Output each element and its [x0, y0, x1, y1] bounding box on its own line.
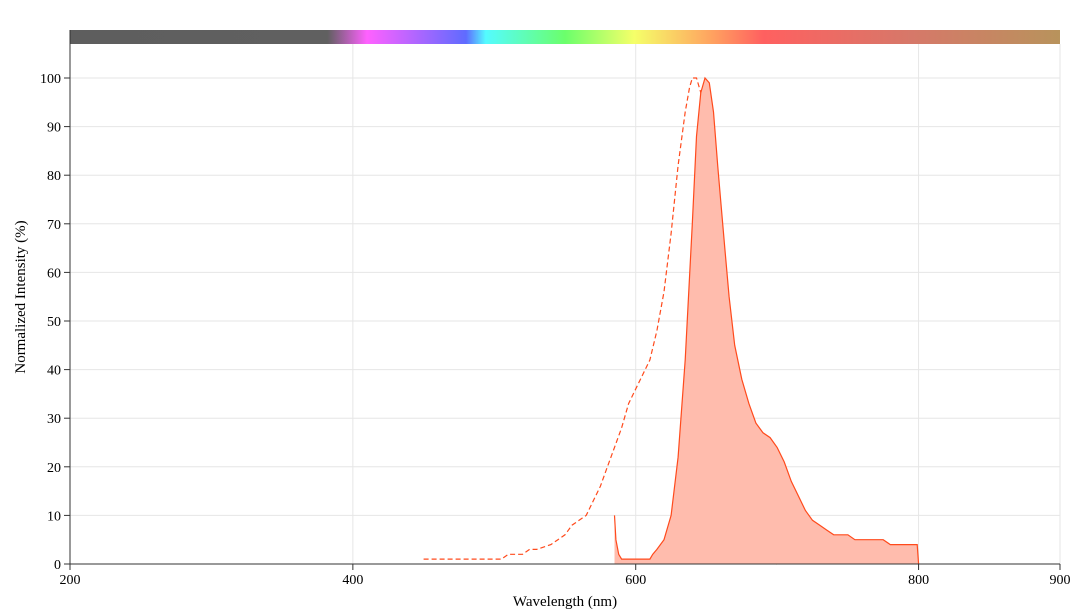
y-tick-label: 90	[47, 121, 61, 136]
x-tick-label: 900	[1050, 573, 1071, 588]
series-layer	[423, 76, 920, 565]
y-tick-label: 50	[47, 315, 61, 330]
emission-line	[613, 76, 920, 565]
y-tick-label: 80	[47, 169, 61, 184]
y-tick-label: 40	[47, 364, 61, 379]
y-axis-title: Normalized Intensity (%)	[13, 220, 29, 373]
emission-area	[614, 78, 919, 564]
x-tick-label: 200	[60, 573, 81, 588]
y-tick-label: 30	[47, 412, 61, 427]
x-axis-title: Wavelength (nm)	[513, 594, 617, 610]
y-tick-label: 10	[47, 509, 61, 524]
x-tick-label: 600	[625, 573, 646, 588]
y-tick-label: 0	[54, 558, 61, 573]
axes: 0 10 20 30 40 50 60 70 80 90 100 200 400 600 800 900	[40, 30, 1071, 588]
x-tick-label: 800	[908, 573, 929, 588]
spectrum-bar	[70, 30, 1060, 44]
y-tick-label: 20	[47, 461, 61, 476]
y-tick-label: 70	[47, 218, 61, 233]
y-tick-label: 100	[40, 72, 61, 87]
excitation-line	[423, 77, 780, 565]
y-tick-label: 60	[47, 266, 61, 281]
grid	[69, 44, 1061, 564]
x-tick-label: 400	[342, 573, 363, 588]
